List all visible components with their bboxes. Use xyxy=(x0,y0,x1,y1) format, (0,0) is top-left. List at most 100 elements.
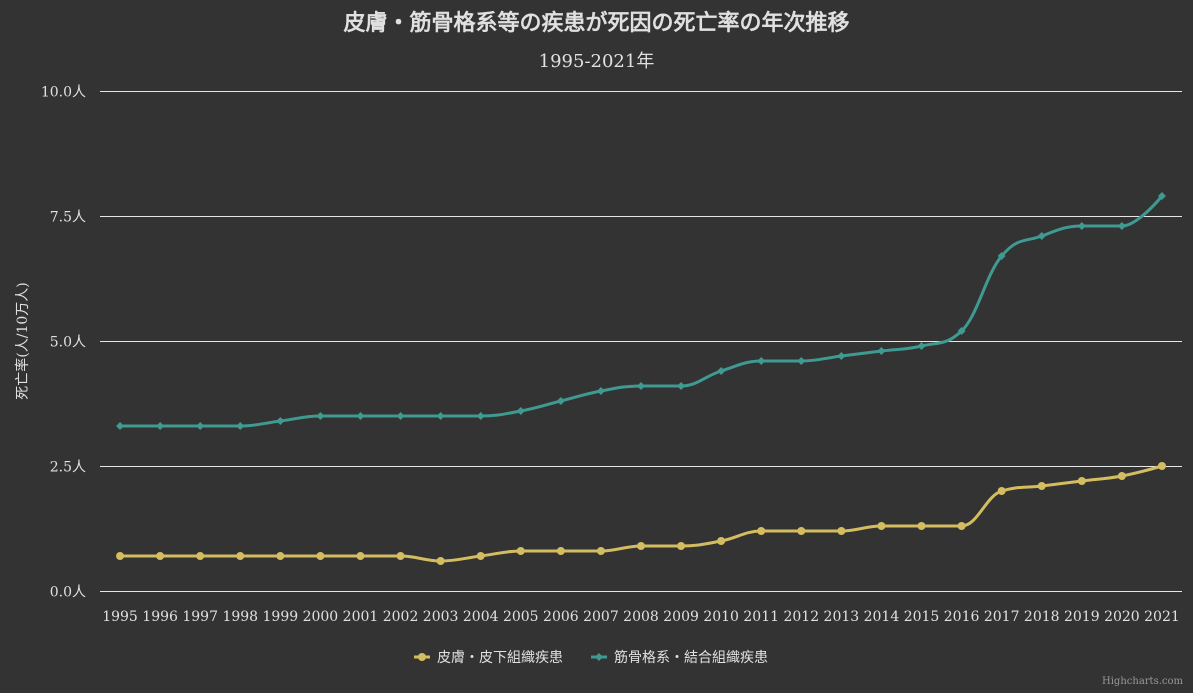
series-1-point-2012[interactable] xyxy=(797,527,806,535)
x-tick-label: 2021 xyxy=(1144,609,1180,625)
series-1-point-2004[interactable] xyxy=(476,552,485,560)
x-tick-label: 2014 xyxy=(864,609,900,625)
legend-item-series-1[interactable]: 皮膚・皮下組織疾患 xyxy=(414,650,563,666)
y-axis-labels: 0.0人 2.5人 5.0人 7.5人 10.0人 xyxy=(41,85,86,601)
x-tick-label: 1995 xyxy=(102,609,138,625)
series-2-point-2005[interactable] xyxy=(516,407,525,415)
x-tick-label: 2011 xyxy=(743,609,779,625)
x-tick-label: 2007 xyxy=(583,609,619,625)
series-2-point-2014[interactable] xyxy=(877,347,886,355)
legend-circle-marker-icon xyxy=(418,653,426,661)
series-2-point-2011[interactable] xyxy=(757,357,766,365)
series-1-point-2014[interactable] xyxy=(877,522,886,530)
series-1-point-2009[interactable] xyxy=(677,542,686,550)
x-tick-label: 2016 xyxy=(944,609,980,625)
y-tick-label: 7.5人 xyxy=(50,210,86,226)
credits-link[interactable]: Highcharts.com xyxy=(1102,676,1183,687)
series-2-point-2020[interactable] xyxy=(1117,222,1126,230)
series-2-point-2002[interactable] xyxy=(396,412,405,420)
series-1-point-2005[interactable] xyxy=(516,547,525,555)
series-1-point-2020[interactable] xyxy=(1117,472,1126,480)
x-tick-label: 2017 xyxy=(984,609,1020,625)
series-1-point-2018[interactable] xyxy=(1037,482,1046,490)
series-1-point-1999[interactable] xyxy=(276,552,285,560)
series-1-point-1997[interactable] xyxy=(196,552,205,560)
series-1-point-2017[interactable] xyxy=(997,487,1006,495)
series-2-point-2010[interactable] xyxy=(717,367,726,375)
series-1-point-2010[interactable] xyxy=(717,537,726,545)
legend-label[interactable]: 筋骨格系・結合組織疾患 xyxy=(614,649,768,666)
series-2-point-1998[interactable] xyxy=(236,422,245,430)
x-tick-label: 2005 xyxy=(503,609,539,625)
series-2-point-1995[interactable] xyxy=(116,422,125,430)
series-1-point-1995[interactable] xyxy=(116,552,125,560)
series-1-point-2011[interactable] xyxy=(757,527,766,535)
x-tick-label: 2009 xyxy=(663,609,699,625)
series-1-point-1996[interactable] xyxy=(156,552,165,560)
legend: 皮膚・皮下組織疾患 筋骨格系・結合組織疾患 xyxy=(414,649,768,666)
series-1-point-2008[interactable] xyxy=(637,542,645,550)
y-tick-label: 0.0人 xyxy=(50,585,86,601)
series-line xyxy=(118,194,1164,428)
series-2-point-1997[interactable] xyxy=(196,422,205,430)
series-1-point-2016[interactable] xyxy=(957,522,966,530)
legend-item-series-2[interactable]: 筋骨格系・結合組織疾患 xyxy=(591,649,768,666)
series-1-point-2013[interactable] xyxy=(837,527,846,535)
y-axis-title: 死亡率(人/10万人) xyxy=(14,282,31,399)
series-2-point-2019[interactable] xyxy=(1077,222,1086,230)
series-2-point-2009[interactable] xyxy=(677,382,686,390)
series-2-point-2016[interactable] xyxy=(957,327,966,335)
series-2-point-2004[interactable] xyxy=(476,412,485,420)
chart-subtitle: 1995-2021年 xyxy=(539,51,655,72)
series-1 xyxy=(116,462,1166,565)
x-tick-label: 2020 xyxy=(1104,609,1140,625)
series-1-point-2021[interactable] xyxy=(1157,462,1166,470)
x-tick-label: 2002 xyxy=(383,609,419,625)
series-1-point-2019[interactable] xyxy=(1077,477,1086,485)
series-2-point-2003[interactable] xyxy=(436,412,445,420)
series-2-point-2001[interactable] xyxy=(356,412,365,420)
chart-title: 皮膚・筋骨格系等の疾患が死因の死亡率の年次推移 xyxy=(343,10,849,36)
x-tick-label: 2003 xyxy=(423,609,459,625)
y-tick-label: 10.0人 xyxy=(41,85,86,101)
x-tick-label: 2012 xyxy=(783,609,819,625)
series-2-point-2007[interactable] xyxy=(596,387,605,395)
series-1-point-2000[interactable] xyxy=(316,552,325,560)
legend-label[interactable]: 皮膚・皮下組織疾患 xyxy=(437,650,563,666)
series-2-point-1999[interactable] xyxy=(276,417,285,425)
x-tick-label: 1996 xyxy=(142,609,178,625)
y-tick-label: 5.0人 xyxy=(50,335,86,351)
x-tick-label: 2008 xyxy=(623,609,659,625)
x-tick-label: 1998 xyxy=(222,609,258,625)
series-2-point-2021[interactable] xyxy=(1157,192,1166,200)
series-2-point-2015[interactable] xyxy=(917,342,926,350)
x-tick-label: 2019 xyxy=(1064,609,1100,625)
x-tick-label: 1997 xyxy=(182,609,218,625)
x-tick-label: 2013 xyxy=(824,609,860,625)
series-2 xyxy=(116,192,1166,430)
x-axis-labels: 1995 1996 1997 1998 1999 2000 2001 2002 2003 2004… xyxy=(102,609,1180,625)
x-tick-label: 2010 xyxy=(703,609,739,625)
series-1-point-2001[interactable] xyxy=(356,552,365,560)
series-group xyxy=(116,192,1166,565)
series-2-point-2000[interactable] xyxy=(316,412,325,420)
series-2-point-2017[interactable] xyxy=(997,252,1006,260)
series-1-point-2002[interactable] xyxy=(396,552,405,560)
x-tick-label: 2000 xyxy=(303,609,339,625)
series-1-point-2007[interactable] xyxy=(596,547,605,555)
series-2-point-2008[interactable] xyxy=(637,382,645,390)
series-1-point-2015[interactable] xyxy=(917,522,926,530)
series-1-point-1998[interactable] xyxy=(236,552,245,560)
y-tick-label: 2.5人 xyxy=(50,460,86,476)
series-2-point-2012[interactable] xyxy=(797,357,806,365)
gridlines xyxy=(100,91,1182,592)
x-tick-label: 2006 xyxy=(543,609,579,625)
series-2-point-2018[interactable] xyxy=(1037,232,1046,240)
series-1-point-2003[interactable] xyxy=(436,557,445,565)
series-2-point-2013[interactable] xyxy=(837,352,846,360)
series-2-point-1996[interactable] xyxy=(156,422,165,430)
series-1-point-2006[interactable] xyxy=(556,547,565,555)
series-2-point-2006[interactable] xyxy=(556,397,565,405)
x-tick-label: 1999 xyxy=(263,609,299,625)
